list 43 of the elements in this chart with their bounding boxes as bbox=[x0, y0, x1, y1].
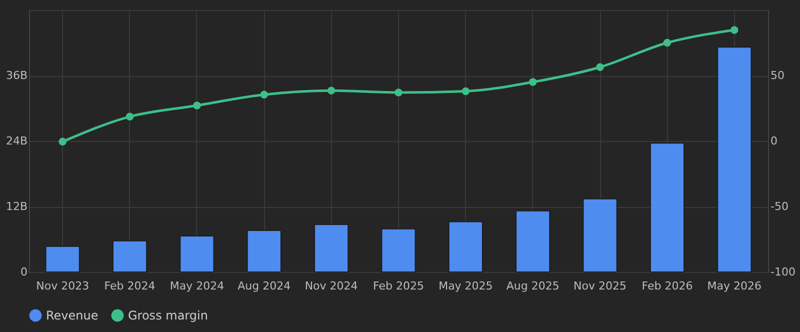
y-tick-label: 12B bbox=[6, 200, 28, 213]
x-tick-label: Aug 2024 bbox=[238, 280, 291, 292]
y2-tick-label: -50 bbox=[770, 200, 788, 213]
point bbox=[327, 86, 336, 94]
x-tick-label: May 2026 bbox=[707, 280, 762, 292]
point bbox=[663, 38, 672, 47]
point bbox=[596, 63, 604, 71]
point bbox=[462, 87, 470, 96]
x-tick-label: Feb 2026 bbox=[642, 280, 693, 292]
bar bbox=[717, 46, 752, 272]
point bbox=[193, 102, 201, 110]
y2-tick-label: 50 bbox=[770, 69, 784, 82]
bar bbox=[448, 221, 483, 272]
y-tick-label: 0 bbox=[20, 266, 28, 278]
bar bbox=[381, 228, 416, 272]
x-tick-label: Nov 2024 bbox=[304, 280, 358, 292]
bar bbox=[112, 240, 148, 272]
y-tick-label: 24B bbox=[6, 134, 28, 148]
bar bbox=[314, 224, 349, 272]
bar bbox=[516, 210, 550, 272]
point bbox=[730, 26, 738, 34]
bar bbox=[650, 142, 685, 272]
bar bbox=[45, 246, 80, 272]
x-tick-label: Nov 2025 bbox=[574, 280, 627, 292]
bar bbox=[582, 198, 618, 272]
y-tick-label: 36B bbox=[6, 69, 28, 82]
x-tick-label: Feb 2025 bbox=[373, 280, 424, 292]
point bbox=[260, 90, 268, 98]
y2-tick-label: 0 bbox=[770, 134, 778, 148]
x-tick-label: Aug 2025 bbox=[506, 280, 560, 292]
x-tick-label: May 2025 bbox=[438, 280, 493, 292]
bar bbox=[246, 230, 282, 272]
x-tick-label: Nov 2023 bbox=[36, 280, 90, 292]
legend-label: Revenue bbox=[46, 308, 98, 323]
point bbox=[58, 138, 66, 146]
point bbox=[528, 78, 537, 86]
point bbox=[394, 88, 402, 96]
bar bbox=[180, 235, 214, 272]
point bbox=[126, 112, 134, 120]
x-tick-label: Feb 2024 bbox=[104, 280, 156, 292]
x-tick-label: May 2024 bbox=[170, 280, 224, 292]
legend-label: Gross margin bbox=[128, 308, 208, 323]
y2-tick-label: -100 bbox=[770, 266, 796, 278]
